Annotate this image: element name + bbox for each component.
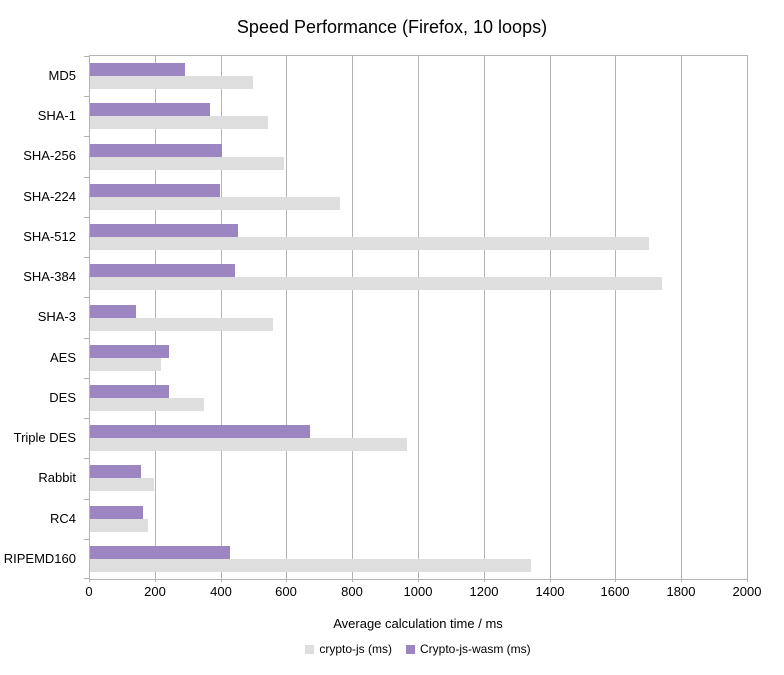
bar-crypto-js-wasm [90,385,169,398]
y-axis-tick [84,136,90,137]
x-tickmark [286,579,287,582]
category-label: SHA-3 [37,308,76,324]
chart-title: Speed Performance (Firefox, 10 loops) [236,17,548,37]
bar-crypto-js [90,197,340,210]
bar-crypto-js-wasm [90,144,222,157]
y-axis-tick [84,539,90,540]
legend-item-crypto-js: crypto-js (ms) [305,642,392,656]
gridline [155,56,156,579]
legend: crypto-js (ms) Crypto-js-wasm (ms) [89,642,747,656]
legend-swatch-crypto-js-wasm [406,644,415,654]
category-label: RC4 [49,510,76,526]
legend-label-crypto-js: crypto-js (ms) [319,642,392,656]
x-tickmark [352,579,353,582]
y-axis-tick [84,56,90,57]
gridline [615,56,616,579]
x-ticklabel: 400 [210,584,232,599]
y-axis-tick [84,338,90,339]
bar-crypto-js-wasm [90,103,210,116]
category-label: Triple DES [13,429,76,445]
x-ticklabel: 1200 [469,584,499,599]
gridline [747,56,748,579]
y-axis-tick [84,378,90,379]
bar-crypto-js [90,237,649,250]
category-label: SHA-1 [37,107,76,123]
bar-crypto-js [90,358,161,371]
y-axis-labels: MD5 SHA-1 SHA-256 SHA-224 SHA-512 SHA-384 SHA-… [0,55,82,578]
bar-crypto-js-wasm [90,546,230,559]
legend-item-crypto-js-wasm: Crypto-js-wasm (ms) [406,642,531,656]
y-axis-tick [84,217,90,218]
bar-crypto-js-wasm [90,264,235,277]
x-tickmark [550,579,551,582]
x-ticklabel: 1000 [403,584,433,599]
bar-crypto-js-wasm [90,184,220,197]
bar-crypto-js [90,76,253,89]
x-tickmark [89,579,90,582]
y-axis-tick [84,578,90,579]
x-axis: 0 200 400 600 800 1000 1200 1400 1600 1800 2000 [85,579,761,601]
bar-crypto-js-wasm [90,425,310,438]
bar-crypto-js-wasm [90,465,141,478]
category-label: RIPEMD160 [3,550,76,566]
legend-label-crypto-js-wasm: Crypto-js-wasm (ms) [420,642,531,656]
x-ticklabel: 2000 [732,584,762,599]
bar-crypto-js [90,277,662,290]
x-ticklabel: 1800 [666,584,696,599]
category-label: SHA-512 [23,228,76,244]
gridline [484,56,485,579]
gridline [550,56,551,579]
bar-crypto-js-wasm [90,305,136,318]
bar-crypto-js-wasm [90,224,238,237]
x-ticklabel: 200 [144,584,166,599]
x-ticklabel: 1400 [535,584,565,599]
gridline [352,56,353,579]
x-tickmark [155,579,156,582]
category-label: SHA-256 [23,147,76,163]
x-ticklabel: 600 [275,584,297,599]
bar-crypto-js-wasm [90,63,185,76]
bar-crypto-js [90,116,268,129]
y-axis-tick [84,418,90,419]
x-tickmark [747,579,748,582]
y-axis-tick [84,177,90,178]
bar-crypto-js [90,478,154,491]
x-axis-title: Average calculation time / ms [333,616,503,631]
plot-area [84,55,748,580]
bar-crypto-js [90,398,204,411]
y-axis-tick [84,499,90,500]
x-ticklabel: 0 [85,584,93,599]
x-tickmark [221,579,222,582]
bar-crypto-js-wasm [90,506,143,519]
bar-crypto-js [90,519,148,532]
y-axis-tick [84,297,90,298]
x-ticklabel: 1600 [600,584,630,599]
category-label: MD5 [48,67,76,83]
y-axis-tick [84,96,90,97]
legend-swatch-crypto-js [305,644,315,654]
gridline [221,56,222,579]
x-tickmark [484,579,485,582]
bar-crypto-js [90,157,284,170]
category-label: SHA-384 [23,268,76,284]
category-label: Rabbit [38,469,76,485]
y-axis-tick [84,257,90,258]
bar-crypto-js [90,438,407,451]
gridline [681,56,682,579]
x-tickmark [418,579,419,582]
bar-crypto-js-wasm [90,345,169,358]
bar-crypto-js [90,318,273,331]
y-axis-tick [84,458,90,459]
x-tickmark [615,579,616,582]
gridline [418,56,419,579]
x-tickmark [681,579,682,582]
category-label: AES [49,349,76,365]
gridline [286,56,287,579]
category-label: SHA-224 [23,188,76,204]
bar-crypto-js [90,559,531,572]
x-ticklabel: 800 [341,584,363,599]
category-label: DES [49,389,76,405]
